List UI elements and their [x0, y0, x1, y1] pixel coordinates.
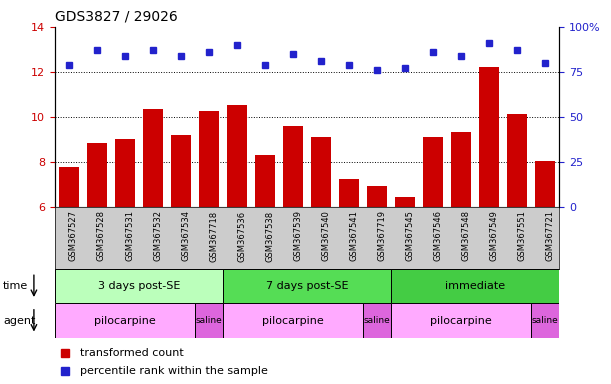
Bar — [223, 303, 363, 338]
Bar — [171, 135, 191, 207]
Bar — [367, 186, 387, 207]
Bar — [255, 156, 275, 207]
Text: pilocarpine: pilocarpine — [430, 316, 492, 326]
Text: immediate: immediate — [445, 281, 505, 291]
Bar — [452, 132, 471, 207]
Text: GSM367718: GSM367718 — [209, 210, 218, 262]
Bar — [55, 303, 195, 338]
Text: GSM367534: GSM367534 — [181, 210, 190, 262]
Bar — [199, 111, 219, 207]
Bar — [311, 137, 331, 207]
Bar — [115, 139, 135, 207]
Text: 7 days post-SE: 7 days post-SE — [266, 281, 348, 291]
Bar — [507, 114, 527, 207]
Bar — [195, 303, 223, 338]
Text: 3 days post-SE: 3 days post-SE — [98, 281, 180, 291]
Text: time: time — [3, 281, 28, 291]
Text: saline: saline — [364, 316, 390, 325]
Bar — [363, 303, 391, 338]
Bar — [59, 167, 79, 207]
Bar — [391, 269, 559, 303]
Bar — [55, 269, 223, 303]
Text: GSM367721: GSM367721 — [545, 210, 554, 262]
Text: pilocarpine: pilocarpine — [94, 316, 156, 326]
Bar — [284, 126, 303, 207]
Text: GSM367527: GSM367527 — [69, 210, 78, 262]
Text: saline: saline — [196, 316, 222, 325]
Text: GSM367545: GSM367545 — [405, 210, 414, 261]
Text: GSM367531: GSM367531 — [125, 210, 134, 262]
Bar — [339, 179, 359, 207]
Text: transformed count: transformed count — [80, 348, 184, 358]
Text: GSM367546: GSM367546 — [433, 210, 442, 262]
Text: percentile rank within the sample: percentile rank within the sample — [80, 366, 268, 376]
Text: saline: saline — [532, 316, 558, 325]
Text: GSM367548: GSM367548 — [461, 210, 470, 262]
Text: GSM367528: GSM367528 — [97, 210, 106, 262]
Text: GSM367538: GSM367538 — [265, 210, 274, 262]
Text: GDS3827 / 29026: GDS3827 / 29026 — [55, 9, 178, 23]
Bar — [479, 68, 499, 207]
Text: GSM367551: GSM367551 — [517, 210, 526, 261]
Text: GSM367549: GSM367549 — [489, 210, 498, 261]
Text: agent: agent — [3, 316, 35, 326]
Bar — [223, 269, 391, 303]
Bar — [143, 109, 163, 207]
Bar — [391, 303, 531, 338]
Bar — [535, 161, 555, 207]
Bar — [227, 105, 247, 207]
Text: pilocarpine: pilocarpine — [262, 316, 324, 326]
Bar — [531, 303, 559, 338]
Text: GSM367719: GSM367719 — [377, 210, 386, 262]
Text: GSM367539: GSM367539 — [293, 210, 302, 262]
Bar — [423, 137, 443, 207]
Text: GSM367541: GSM367541 — [349, 210, 358, 261]
Text: GSM367540: GSM367540 — [321, 210, 330, 261]
Bar — [87, 143, 107, 207]
Text: GSM367532: GSM367532 — [153, 210, 162, 262]
Bar — [395, 197, 415, 207]
Text: GSM367536: GSM367536 — [237, 210, 246, 262]
